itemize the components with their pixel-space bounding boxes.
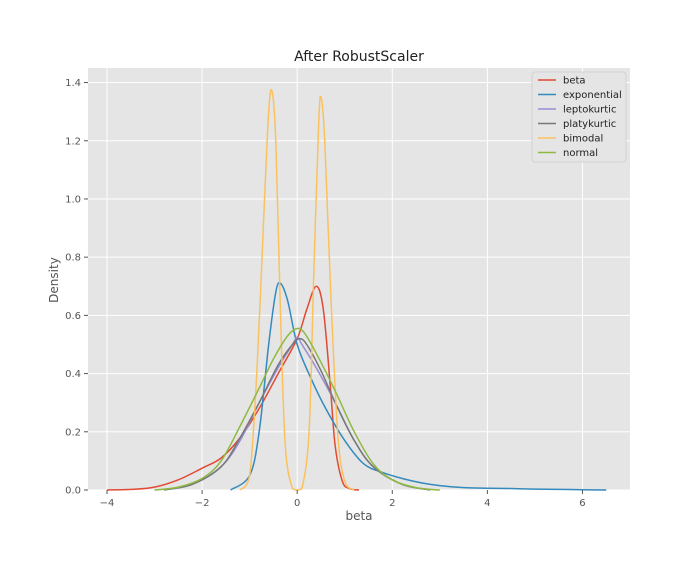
legend-label-leptokurtic: leptokurtic (563, 105, 616, 116)
x-tick-label: −4 (100, 498, 115, 509)
x-tick-label: −2 (195, 498, 210, 509)
chart-title: After RobustScaler (294, 49, 424, 65)
legend-label-platykurtic: platykurtic (563, 119, 616, 130)
y-tick-label: 0.0 (65, 486, 81, 497)
series-line-platykurtic (163, 337, 431, 491)
x-axis-label: beta (345, 509, 372, 523)
y-tick-label: 0.4 (65, 369, 81, 380)
legend: beta exponential leptokurtic platykurtic bim… (531, 71, 627, 163)
legend-items: beta exponential leptokurtic platykurtic bim… (538, 76, 622, 159)
y-axis-label: Density (47, 257, 61, 303)
y-tick-label: 0.2 (65, 427, 81, 438)
y-tick-label: 1.4 (65, 78, 81, 89)
x-tick-label: 4 (484, 498, 490, 509)
grid-layer (88, 68, 630, 491)
y-tick-label: 1.0 (65, 194, 81, 205)
x-tick-label: 0 (294, 498, 300, 509)
series-line-exponential (230, 281, 607, 491)
x-tick-label: 2 (389, 498, 395, 509)
series-line-beta (107, 285, 360, 491)
y-tick-label: 1.2 (65, 136, 81, 147)
y-tick-label: 0.8 (65, 253, 81, 264)
tick-layer: −4 −2 0 2 4 6 0.0 0.2 0.4 0.6 0.8 1.0 1.2 1.4 (65, 78, 586, 509)
legend-label-beta: beta (563, 76, 586, 87)
legend-label-exponential: exponential (563, 90, 622, 101)
y-tick-label: 0.6 (65, 311, 81, 322)
series-line-normal (154, 327, 440, 491)
x-tick-label: 6 (579, 498, 585, 509)
legend-label-normal: normal (563, 148, 598, 159)
legend-label-bimodal: bimodal (563, 134, 603, 145)
